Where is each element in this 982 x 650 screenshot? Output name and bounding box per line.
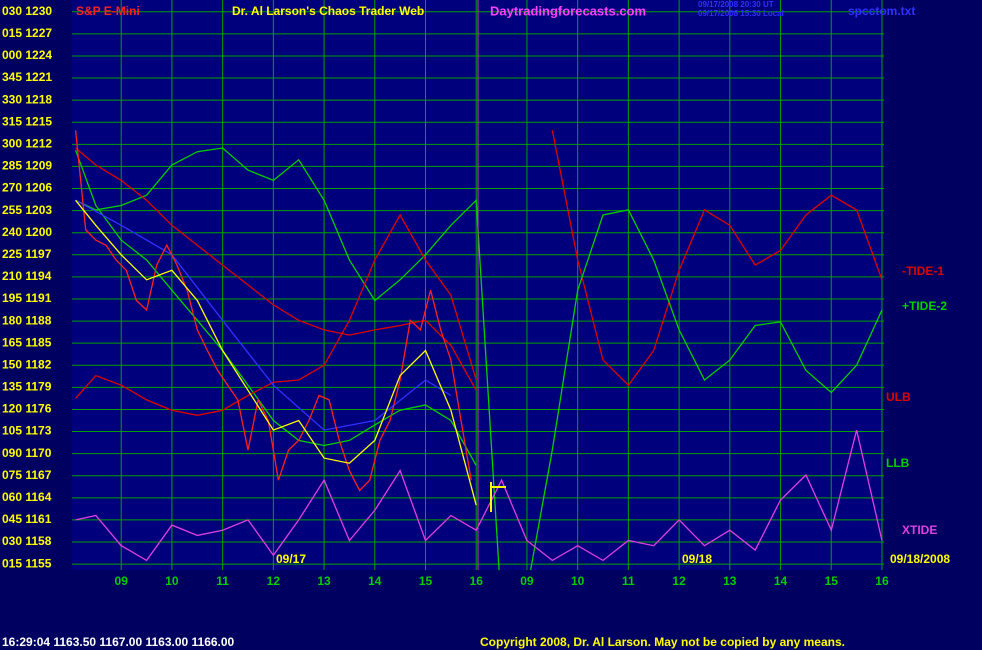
x-tick-label: 10 [165,574,179,588]
series-line [75,199,477,506]
y-tick-label: 000 1224 [2,48,52,62]
x-tick-label: 15 [825,574,839,588]
y-tick-label: 345 1221 [2,70,52,84]
y-tick-label: 180 1188 [2,313,52,327]
y-tick-label: 225 1197 [2,247,52,261]
x-tick-label: 12 [267,574,281,588]
series-line [74,149,477,466]
x-tick-label: 16 [875,574,889,588]
series-label: XTIDE [902,523,937,537]
y-tick-label: 330 1218 [2,92,52,106]
chart-title: S&P E-Mini [76,4,140,18]
y-tick-label: 150 1182 [2,357,52,371]
y-tick-label: 135 1179 [2,380,52,394]
chart-subtitle: Dr. Al Larson's Chaos Trader Web [232,4,424,18]
annotation: Daytradingforecasts.com [490,3,646,18]
x-tick-label: 11 [216,574,229,588]
series-line [75,147,883,570]
series-label: ULB [886,390,911,404]
annotations: Daytradingforecasts.com 09/17/2008 20:30 … [2,0,950,649]
y-tick-label: 030 1158 [2,534,52,548]
annotation: 09/17 [276,552,306,566]
y-tick-label: 015 1155 [2,556,52,570]
series-line [75,429,883,562]
annotation: 09/17/2008 20:30 UT [698,0,774,9]
series-line [74,130,472,492]
grid: 030 1230 015 1227 000 1224 345 1221 330 1218… [2,0,889,588]
series-label: LLB [886,456,910,470]
x-tick-label: 09 [520,574,534,588]
annotation: 09/17/2008 15:30 Local [698,9,784,18]
series-lines [74,130,883,570]
annotation: 16:29:04 1163.50 1167.00 1163.00 1166.00 [2,635,235,649]
series-label: +TIDE-2 [902,299,947,313]
x-tick-label: 12 [672,574,686,588]
y-tick-label: 270 1206 [2,181,52,195]
y-tick-label: 075 1167 [2,468,52,482]
y-tick-label: 210 1194 [2,269,52,283]
x-tick-label: 09 [115,574,129,588]
series-label: -TIDE-1 [902,264,944,278]
series-line [551,130,883,387]
x-tick-label: 10 [571,574,585,588]
annotation: 09/18/2008 [890,552,950,566]
y-tick-label: 255 1203 [2,203,52,217]
y-tick-label: 015 1227 [2,26,52,40]
y-tick-label: 120 1176 [2,402,52,416]
y-tick-label: 285 1209 [2,159,52,173]
y-tick-label: 090 1170 [2,446,52,460]
series-line [75,213,477,416]
y-tick-label: 195 1191 [2,291,52,305]
y-tick-label: 060 1164 [2,490,52,504]
y-tick-label: 165 1185 [2,335,52,349]
annotation: spcctom.txt [848,4,915,18]
y-tick-label: 240 1200 [2,225,52,239]
x-tick-label: 16 [470,574,484,588]
x-tick-label: 14 [774,574,788,588]
x-tick-label: 11 [622,574,635,588]
y-tick-label: 045 1161 [2,512,52,526]
x-tick-label: 14 [368,574,382,588]
y-tick-label: 030 1230 [2,4,52,18]
y-tick-label: 105 1173 [2,424,52,438]
x-tick-label: 13 [317,574,331,588]
x-tick-label: 13 [723,574,737,588]
y-tick-label: 315 1215 [2,114,52,128]
y-tick-label: 300 1212 [2,137,52,151]
x-tick-label: 15 [419,574,433,588]
series-line [75,199,452,431]
annotation: Copyright 2008, Dr. Al Larson. May not b… [480,635,845,649]
annotation: 09/18 [682,552,712,566]
series-line [75,147,477,391]
